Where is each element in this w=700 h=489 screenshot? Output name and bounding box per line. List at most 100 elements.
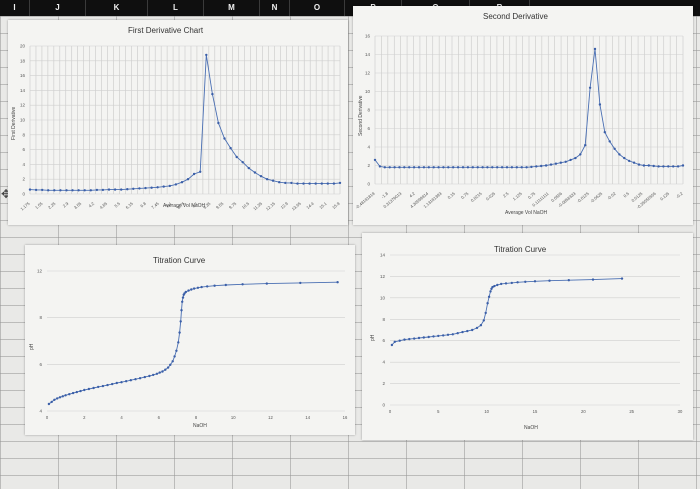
- data-point: [278, 181, 281, 184]
- y-tick-label: 4: [22, 162, 25, 167]
- data-point: [56, 397, 59, 400]
- data-point: [388, 166, 391, 169]
- data-point: [456, 166, 460, 169]
- y-tick-label: 4: [382, 360, 385, 365]
- data-point: [642, 164, 646, 167]
- data-point: [164, 368, 167, 371]
- x-tick-label: 12: [268, 415, 273, 420]
- data-point: [107, 188, 111, 191]
- x-tick-label: 2.5: [502, 191, 510, 199]
- data-point: [168, 184, 171, 188]
- chart-title: Second Derivative: [483, 12, 548, 21]
- x-tick-label: 8: [195, 415, 198, 420]
- data-point: [92, 386, 95, 390]
- data-point: [657, 165, 660, 168]
- x-tick-label: 8.1: [165, 201, 173, 209]
- y-tick-label: 16: [365, 34, 371, 39]
- data-point: [271, 179, 275, 182]
- data-point: [632, 161, 636, 164]
- column-header-k[interactable]: K: [86, 0, 148, 16]
- data-point: [326, 182, 329, 185]
- titration-curve-chart-right[interactable]: Titration Curve 14 12 10 8 6 4 2 0 0 5 10 15 20 25 30 …: [362, 233, 693, 440]
- data-point: [475, 326, 479, 330]
- data-point: [637, 163, 641, 166]
- data-point: [540, 164, 543, 168]
- data-point: [53, 189, 56, 192]
- data-point: [181, 296, 185, 299]
- data-point: [179, 320, 182, 323]
- x-tick-label: -1.8: [380, 191, 389, 200]
- data-point: [476, 166, 479, 169]
- data-point: [623, 156, 626, 160]
- data-point: [83, 189, 86, 192]
- data-point: [64, 394, 67, 397]
- data-point: [373, 158, 377, 162]
- data-point: [613, 147, 616, 150]
- data-point: [408, 337, 411, 341]
- data-point: [505, 166, 509, 169]
- data-point: [486, 166, 489, 169]
- data-point: [533, 280, 537, 283]
- data-point: [510, 166, 514, 169]
- data-point: [53, 398, 56, 401]
- data-point: [608, 140, 611, 143]
- data-point: [579, 153, 582, 156]
- data-point: [111, 382, 114, 386]
- data-point: [544, 164, 548, 167]
- data-point: [213, 284, 216, 287]
- column-header-i[interactable]: I: [0, 0, 30, 16]
- data-point: [259, 175, 263, 178]
- x-tick-label: -0.0125: [576, 191, 591, 204]
- data-point: [427, 166, 430, 169]
- data-point: [120, 188, 123, 191]
- column-header-o[interactable]: O: [290, 0, 345, 16]
- y-tick-label: 4: [367, 145, 370, 150]
- y-tick-label: 16: [20, 73, 26, 78]
- x-tick-label: 3.55: [73, 201, 83, 211]
- first-derivative-chart[interactable]: First Derivative Chart 20 18 16 14 12 10 8 6 4 2 0…: [8, 20, 348, 225]
- data-point: [284, 181, 287, 185]
- second-derivative-chart[interactable]: Second Derivative 16 14 12 10 8 6 4 2 0 -0.481818…: [353, 6, 693, 225]
- data-point: [442, 166, 445, 169]
- x-tick-label: 10: [484, 409, 489, 414]
- data-point: [516, 281, 519, 284]
- data-point: [120, 381, 123, 384]
- x-tick-label: 11.35: [252, 201, 264, 212]
- data-point: [446, 333, 450, 336]
- x-tick-label: 12.9: [280, 201, 290, 211]
- x-tick-label: 30: [678, 409, 683, 414]
- data-point: [628, 159, 631, 163]
- column-header-n[interactable]: N: [260, 0, 290, 16]
- data-point: [192, 287, 196, 290]
- x-tick-label: 0.5: [622, 191, 630, 199]
- data-point: [667, 165, 670, 168]
- data-point: [97, 385, 100, 389]
- column-header-j[interactable]: J: [30, 0, 86, 16]
- data-point: [336, 281, 339, 284]
- data-point: [393, 166, 396, 169]
- data-point: [403, 166, 406, 169]
- data-point: [28, 188, 32, 191]
- y-tick-label: 14: [20, 88, 26, 93]
- y-tick-label: 14: [380, 253, 386, 258]
- x-tick-label: 1.55: [34, 201, 44, 211]
- data-point: [484, 311, 487, 315]
- data-point: [173, 355, 176, 358]
- column-header-l[interactable]: L: [148, 0, 204, 16]
- data-point: [253, 171, 257, 174]
- data-point: [432, 335, 435, 338]
- data-point: [178, 331, 181, 334]
- data-point: [144, 186, 147, 190]
- data-point: [58, 396, 62, 399]
- x-tick-label: -0.2: [675, 191, 684, 200]
- data-point: [196, 286, 200, 289]
- x-axis-label: Average Vol NaOH: [163, 203, 206, 209]
- data-point: [559, 161, 562, 164]
- x-tick-label: 10: [231, 415, 236, 420]
- data-point: [129, 379, 132, 382]
- y-tick-label: 2: [367, 163, 370, 168]
- data-point: [584, 144, 587, 147]
- titration-curve-chart-left[interactable]: Titration Curve 12 8 6 4 0 2 4 6 8 10 12 14 16 NaOH …: [25, 245, 355, 435]
- column-header-m[interactable]: M: [204, 0, 260, 16]
